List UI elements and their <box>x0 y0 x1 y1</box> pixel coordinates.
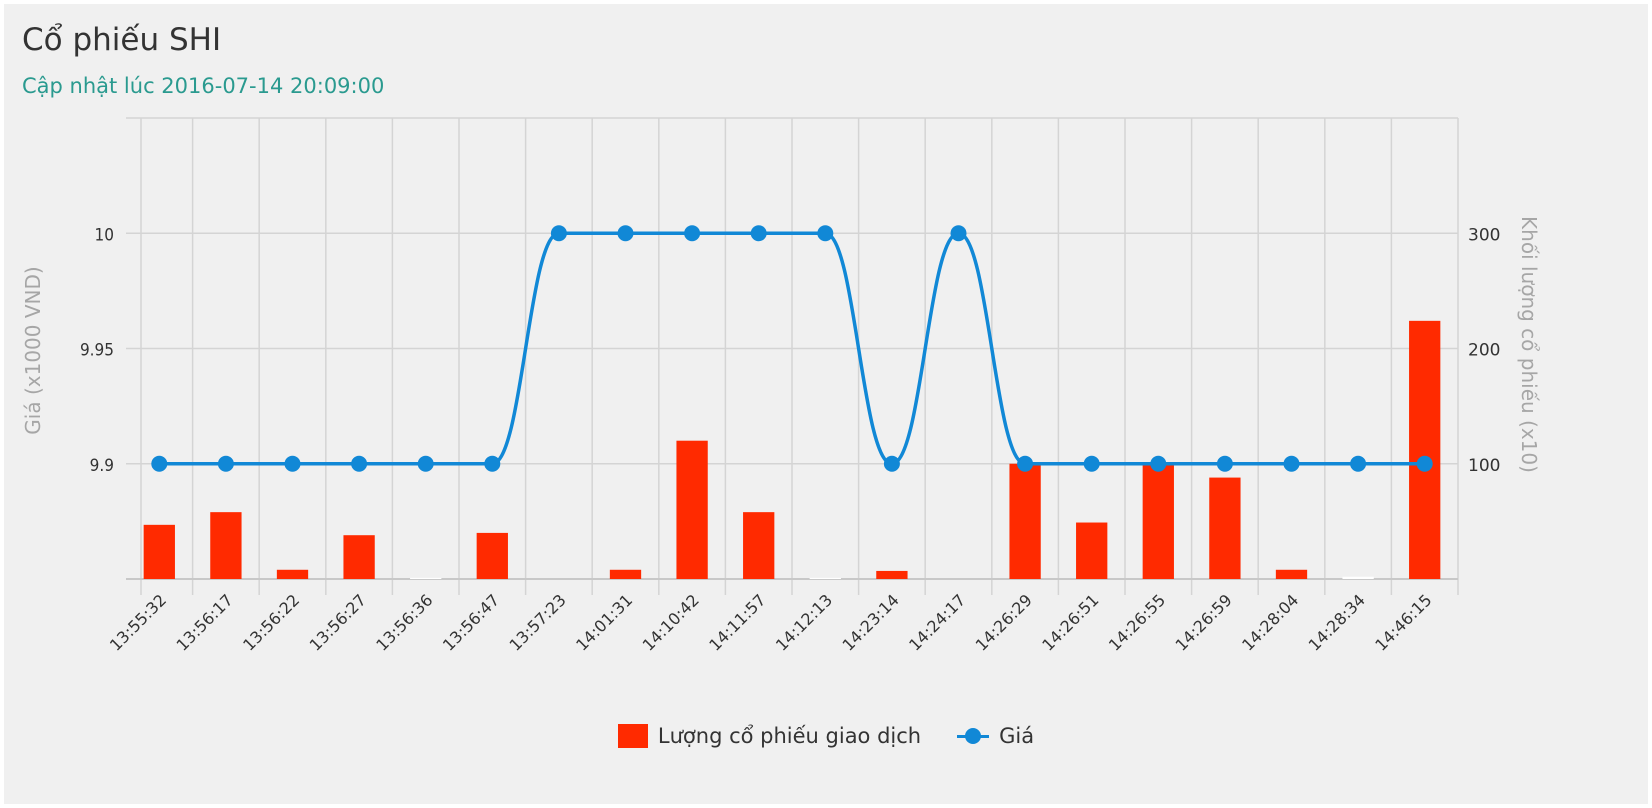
price-line <box>159 231 1425 466</box>
y-right-tick-label: 100 <box>1468 456 1500 476</box>
volume-bar <box>410 577 442 579</box>
price-point <box>1017 455 1034 472</box>
x-tick-label: 13:56:47 <box>439 590 503 654</box>
chart-title: Cổ phiếu SHI <box>22 22 222 58</box>
x-tick-label: 13:56:22 <box>239 590 303 654</box>
legend-label-price: Giá <box>999 724 1035 748</box>
x-tick-label: 14:10:42 <box>639 590 703 654</box>
price-point <box>151 455 168 472</box>
price-point <box>684 225 701 242</box>
volume-bar <box>1009 463 1041 579</box>
legend-line-swatch <box>957 724 990 748</box>
x-tick-label: 14:12:13 <box>772 590 836 654</box>
price-point <box>750 225 767 242</box>
price-point <box>417 455 434 472</box>
price-point <box>1416 455 1433 472</box>
x-tick-label: 14:26:55 <box>1105 590 1169 654</box>
y-left-axis-title: Giá (x1000 VND) <box>21 266 45 434</box>
volume-bar <box>476 532 508 579</box>
legend-label-volume: Lượng cổ phiếu giao dịch <box>657 724 922 748</box>
price-point <box>1216 455 1233 472</box>
legend-bar-swatch <box>617 724 648 748</box>
price-point <box>351 455 368 472</box>
x-tick-label: 13:55:32 <box>106 590 170 654</box>
volume-bar <box>143 524 175 579</box>
price-point <box>883 455 900 472</box>
x-tick-label: 13:56:17 <box>172 590 236 654</box>
volume-bar <box>1209 477 1241 579</box>
x-tick-label: 14:26:59 <box>1171 590 1235 654</box>
x-tick-label: 14:24:17 <box>905 590 969 654</box>
price-point <box>484 455 501 472</box>
y-left-tick-label: 9.95 <box>80 341 114 361</box>
y-left-tick-label: 10 <box>95 225 114 245</box>
x-tick-label: 13:56:27 <box>306 590 370 654</box>
volume-bar <box>876 570 908 579</box>
price-point <box>617 225 634 242</box>
volume-bar <box>1076 522 1108 579</box>
price-point <box>217 455 234 472</box>
volume-bar <box>1342 576 1374 579</box>
volume-bar <box>276 569 309 579</box>
volume-bar <box>343 535 375 579</box>
x-tick-label: 14:28:34 <box>1305 590 1369 654</box>
volume-bar <box>809 577 841 579</box>
volume-bar <box>1409 320 1441 579</box>
volume-bar <box>210 512 242 579</box>
volume-bar <box>676 440 708 579</box>
x-tick-label: 14:46:15 <box>1371 590 1435 654</box>
price-point <box>1283 455 1300 472</box>
x-tick-label: 14:23:14 <box>838 590 902 654</box>
price-point <box>950 225 967 242</box>
legend-item-price[interactable]: Giá <box>957 724 1034 748</box>
chart-card: Cổ phiếu SHI Cập nhật lúc 2016-07-14 20:… <box>4 4 1648 804</box>
chart-legend: Lượng cổ phiếu giao dịch Giá <box>4 724 1648 748</box>
volume-bar <box>609 569 642 579</box>
price-point <box>284 455 301 472</box>
price-point <box>550 225 567 242</box>
price-point <box>1083 455 1100 472</box>
y-right-tick-label: 200 <box>1468 341 1500 361</box>
chart-subtitle: Cập nhật lúc 2016-07-14 20:09:00 <box>22 74 385 98</box>
x-tick-label: 14:11:57 <box>705 590 769 654</box>
price-point <box>817 225 834 242</box>
y-right-tick-label: 300 <box>1468 225 1500 245</box>
volume-bar <box>1275 569 1308 579</box>
legend-item-volume[interactable]: Lượng cổ phiếu giao dịch <box>617 724 922 748</box>
volume-bar <box>743 512 775 579</box>
x-tick-label: 14:26:51 <box>1038 590 1102 654</box>
price-point <box>1350 455 1367 472</box>
y-right-axis-title: Khối lượng cổ phiếu (x10) <box>1517 216 1541 473</box>
x-tick-label: 14:26:29 <box>972 590 1036 654</box>
y-left-tick-label: 9.9 <box>90 456 114 476</box>
x-tick-label: 13:57:23 <box>505 590 569 654</box>
price-point <box>1150 455 1167 472</box>
x-tick-label: 13:56:36 <box>372 590 436 654</box>
volume-bar <box>1142 463 1174 579</box>
x-tick-label: 14:01:31 <box>572 590 636 654</box>
x-tick-label: 14:28:04 <box>1238 590 1302 654</box>
